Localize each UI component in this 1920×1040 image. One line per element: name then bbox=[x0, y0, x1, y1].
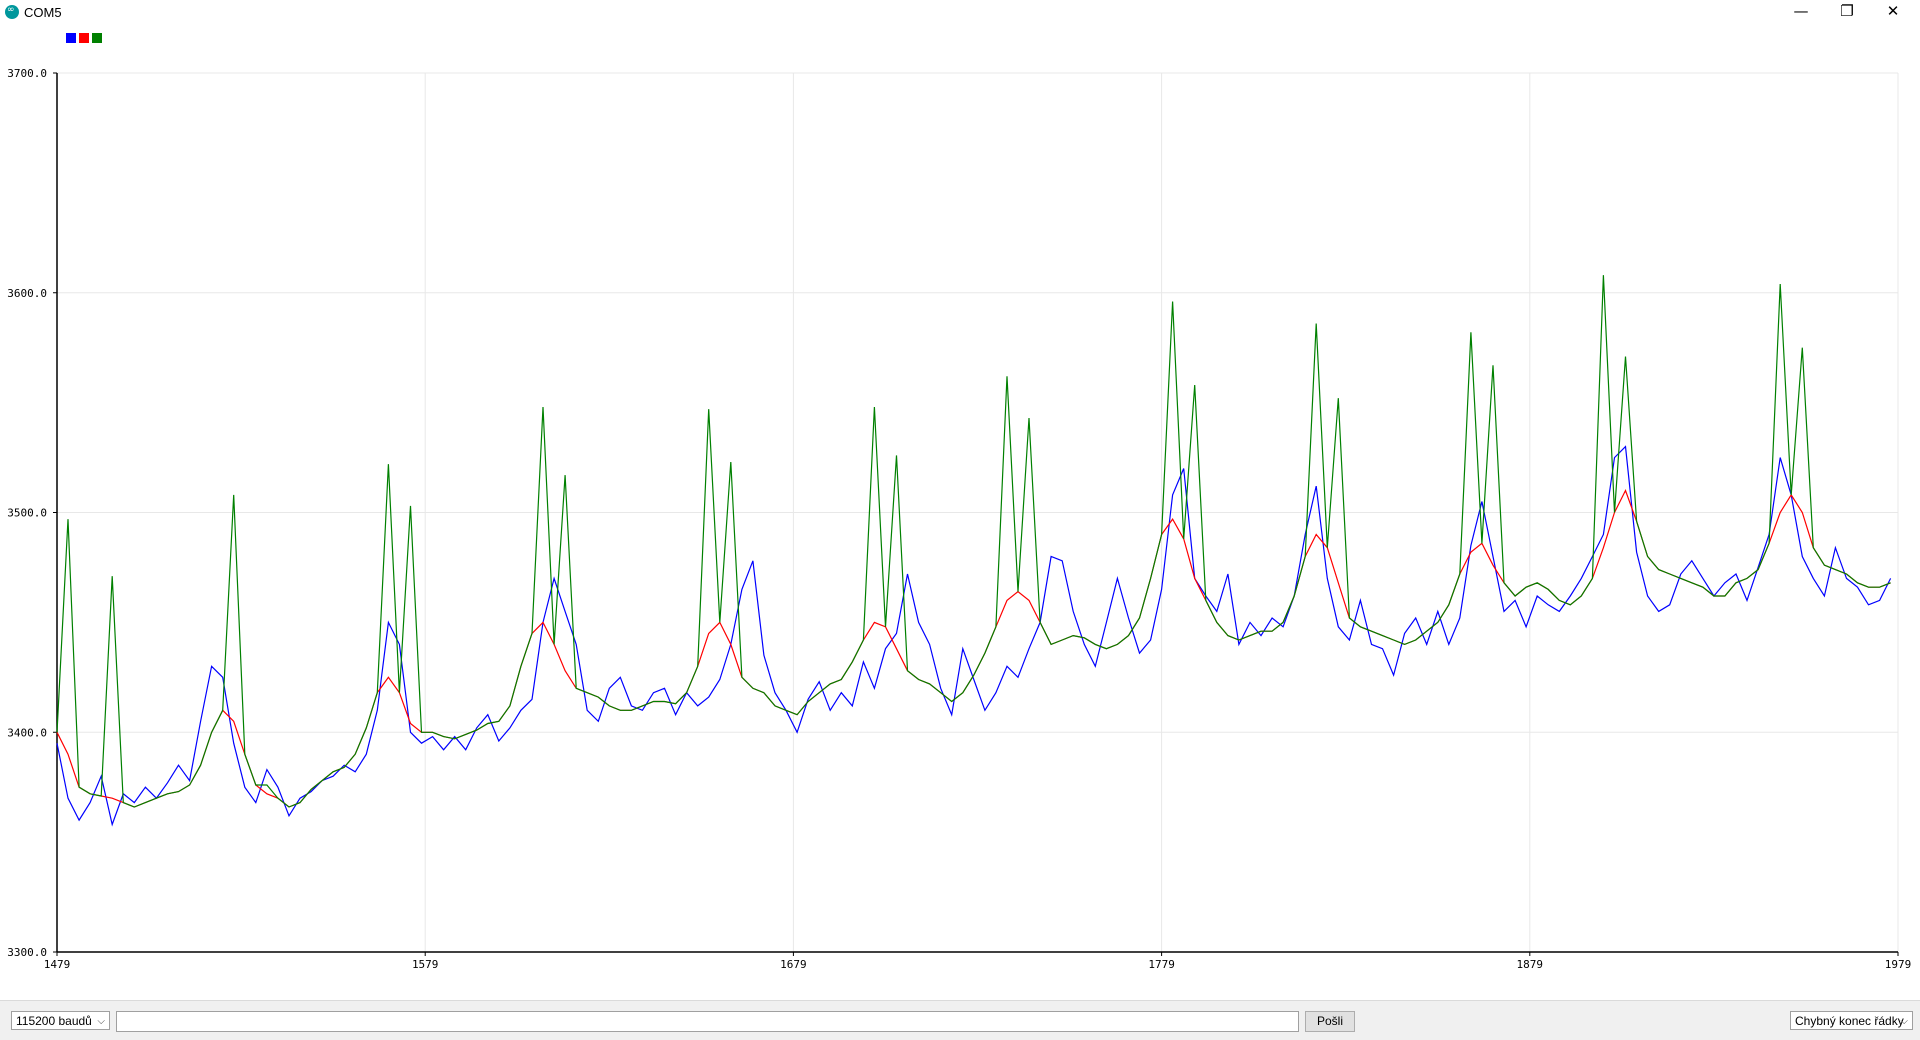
series-line-3 bbox=[56, 275, 1891, 808]
serial-plotter-chart: 3300.0 3400.0 3500.0 3600.0 3700.0 1479 1579 16… bbox=[7, 67, 1911, 971]
chevron-down-icon: ⌵ bbox=[1900, 1016, 1908, 1027]
close-button[interactable]: ✕ bbox=[1886, 2, 1900, 20]
legend-swatch-3 bbox=[92, 33, 102, 43]
y-tick-label: 3300.0 bbox=[7, 946, 47, 959]
title-bar: ∞ COM5 — ❐ ✕ bbox=[0, 0, 1920, 26]
y-tick-label: 3700.0 bbox=[7, 67, 47, 80]
legend-swatch-1 bbox=[66, 33, 76, 43]
x-tick-label: 1479 bbox=[44, 958, 71, 971]
x-tick-label: 1979 bbox=[1885, 958, 1912, 971]
bottom-toolbar: 115200 baudů ⌵ Pošli Chybný konec řádky … bbox=[0, 1000, 1920, 1040]
tick-labels: 3300.0 3400.0 3500.0 3600.0 3700.0 1479 1579 16… bbox=[7, 67, 1911, 971]
arduino-icon: ∞ bbox=[5, 5, 19, 19]
window-title: COM5 bbox=[24, 5, 62, 20]
series-line-2 bbox=[56, 488, 1891, 808]
send-button[interactable]: Pošli bbox=[1305, 1011, 1355, 1032]
send-input[interactable] bbox=[116, 1011, 1299, 1032]
grid bbox=[56, 72, 1899, 953]
line-ending-select[interactable]: Chybný konec řádky ⌵ bbox=[1790, 1011, 1913, 1030]
legend-swatch-2 bbox=[79, 33, 89, 43]
minimize-button[interactable]: — bbox=[1793, 2, 1809, 20]
baud-rate-value: 115200 baudů bbox=[16, 1014, 92, 1028]
x-tick-label: 1579 bbox=[412, 958, 439, 971]
x-tick-label: 1879 bbox=[1517, 958, 1544, 971]
y-tick-label: 3600.0 bbox=[7, 287, 47, 300]
x-tick-label: 1679 bbox=[780, 958, 807, 971]
maximize-button[interactable]: ❐ bbox=[1840, 2, 1854, 20]
y-tick-label: 3400.0 bbox=[7, 726, 47, 739]
y-tick-label: 3500.0 bbox=[7, 507, 47, 520]
axes bbox=[53, 72, 1899, 956]
line-ending-value: Chybný konec řádky bbox=[1795, 1014, 1904, 1028]
x-tick-label: 1779 bbox=[1148, 958, 1175, 971]
series-line-1 bbox=[56, 445, 1892, 827]
baud-rate-select[interactable]: 115200 baudů ⌵ bbox=[11, 1011, 110, 1030]
chevron-down-icon: ⌵ bbox=[97, 1016, 105, 1027]
legend bbox=[66, 33, 102, 43]
series-layer bbox=[56, 275, 1892, 827]
